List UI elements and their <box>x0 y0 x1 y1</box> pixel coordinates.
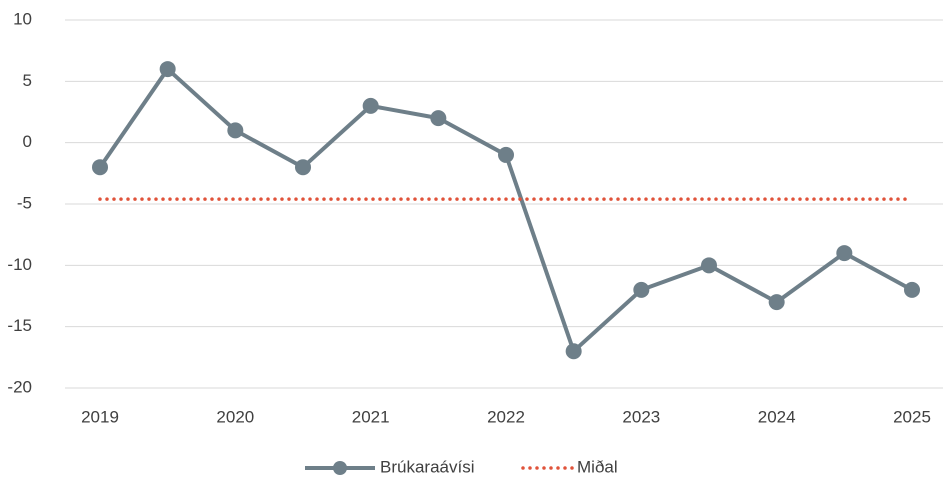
data-point <box>565 343 582 360</box>
data-point <box>295 159 311 176</box>
y-tick-label: -10 <box>7 255 32 274</box>
y-tick-label: 0 <box>23 132 32 151</box>
y-tick-label: -15 <box>7 316 32 335</box>
legend-label: Miðal <box>577 457 618 476</box>
data-point <box>904 281 920 298</box>
data-point <box>633 281 650 298</box>
data-point <box>498 146 514 163</box>
x-tick-label: 2024 <box>758 407 796 426</box>
y-tick-label: -5 <box>17 193 32 212</box>
data-point <box>836 245 853 262</box>
x-tick-label: 2022 <box>487 407 525 426</box>
data-point <box>768 294 785 311</box>
y-tick-label: 10 <box>13 9 32 28</box>
data-point <box>701 257 717 274</box>
x-tick-label: 2025 <box>893 407 931 426</box>
legend-label: Brúkaraávísi <box>380 457 474 476</box>
x-tick-label: 2023 <box>622 407 660 426</box>
data-point <box>362 97 379 114</box>
legend-marker <box>333 461 347 475</box>
series-line <box>98 67 913 354</box>
data-point <box>227 122 244 139</box>
y-tick-label: -20 <box>7 377 32 396</box>
data-point <box>159 61 176 78</box>
x-tick-label: 2021 <box>352 407 390 426</box>
x-tick-label: 2019 <box>81 407 119 426</box>
y-tick-label: 5 <box>23 71 32 90</box>
data-point <box>92 159 108 176</box>
data-point <box>430 110 447 127</box>
x-tick-label: 2020 <box>216 407 254 426</box>
